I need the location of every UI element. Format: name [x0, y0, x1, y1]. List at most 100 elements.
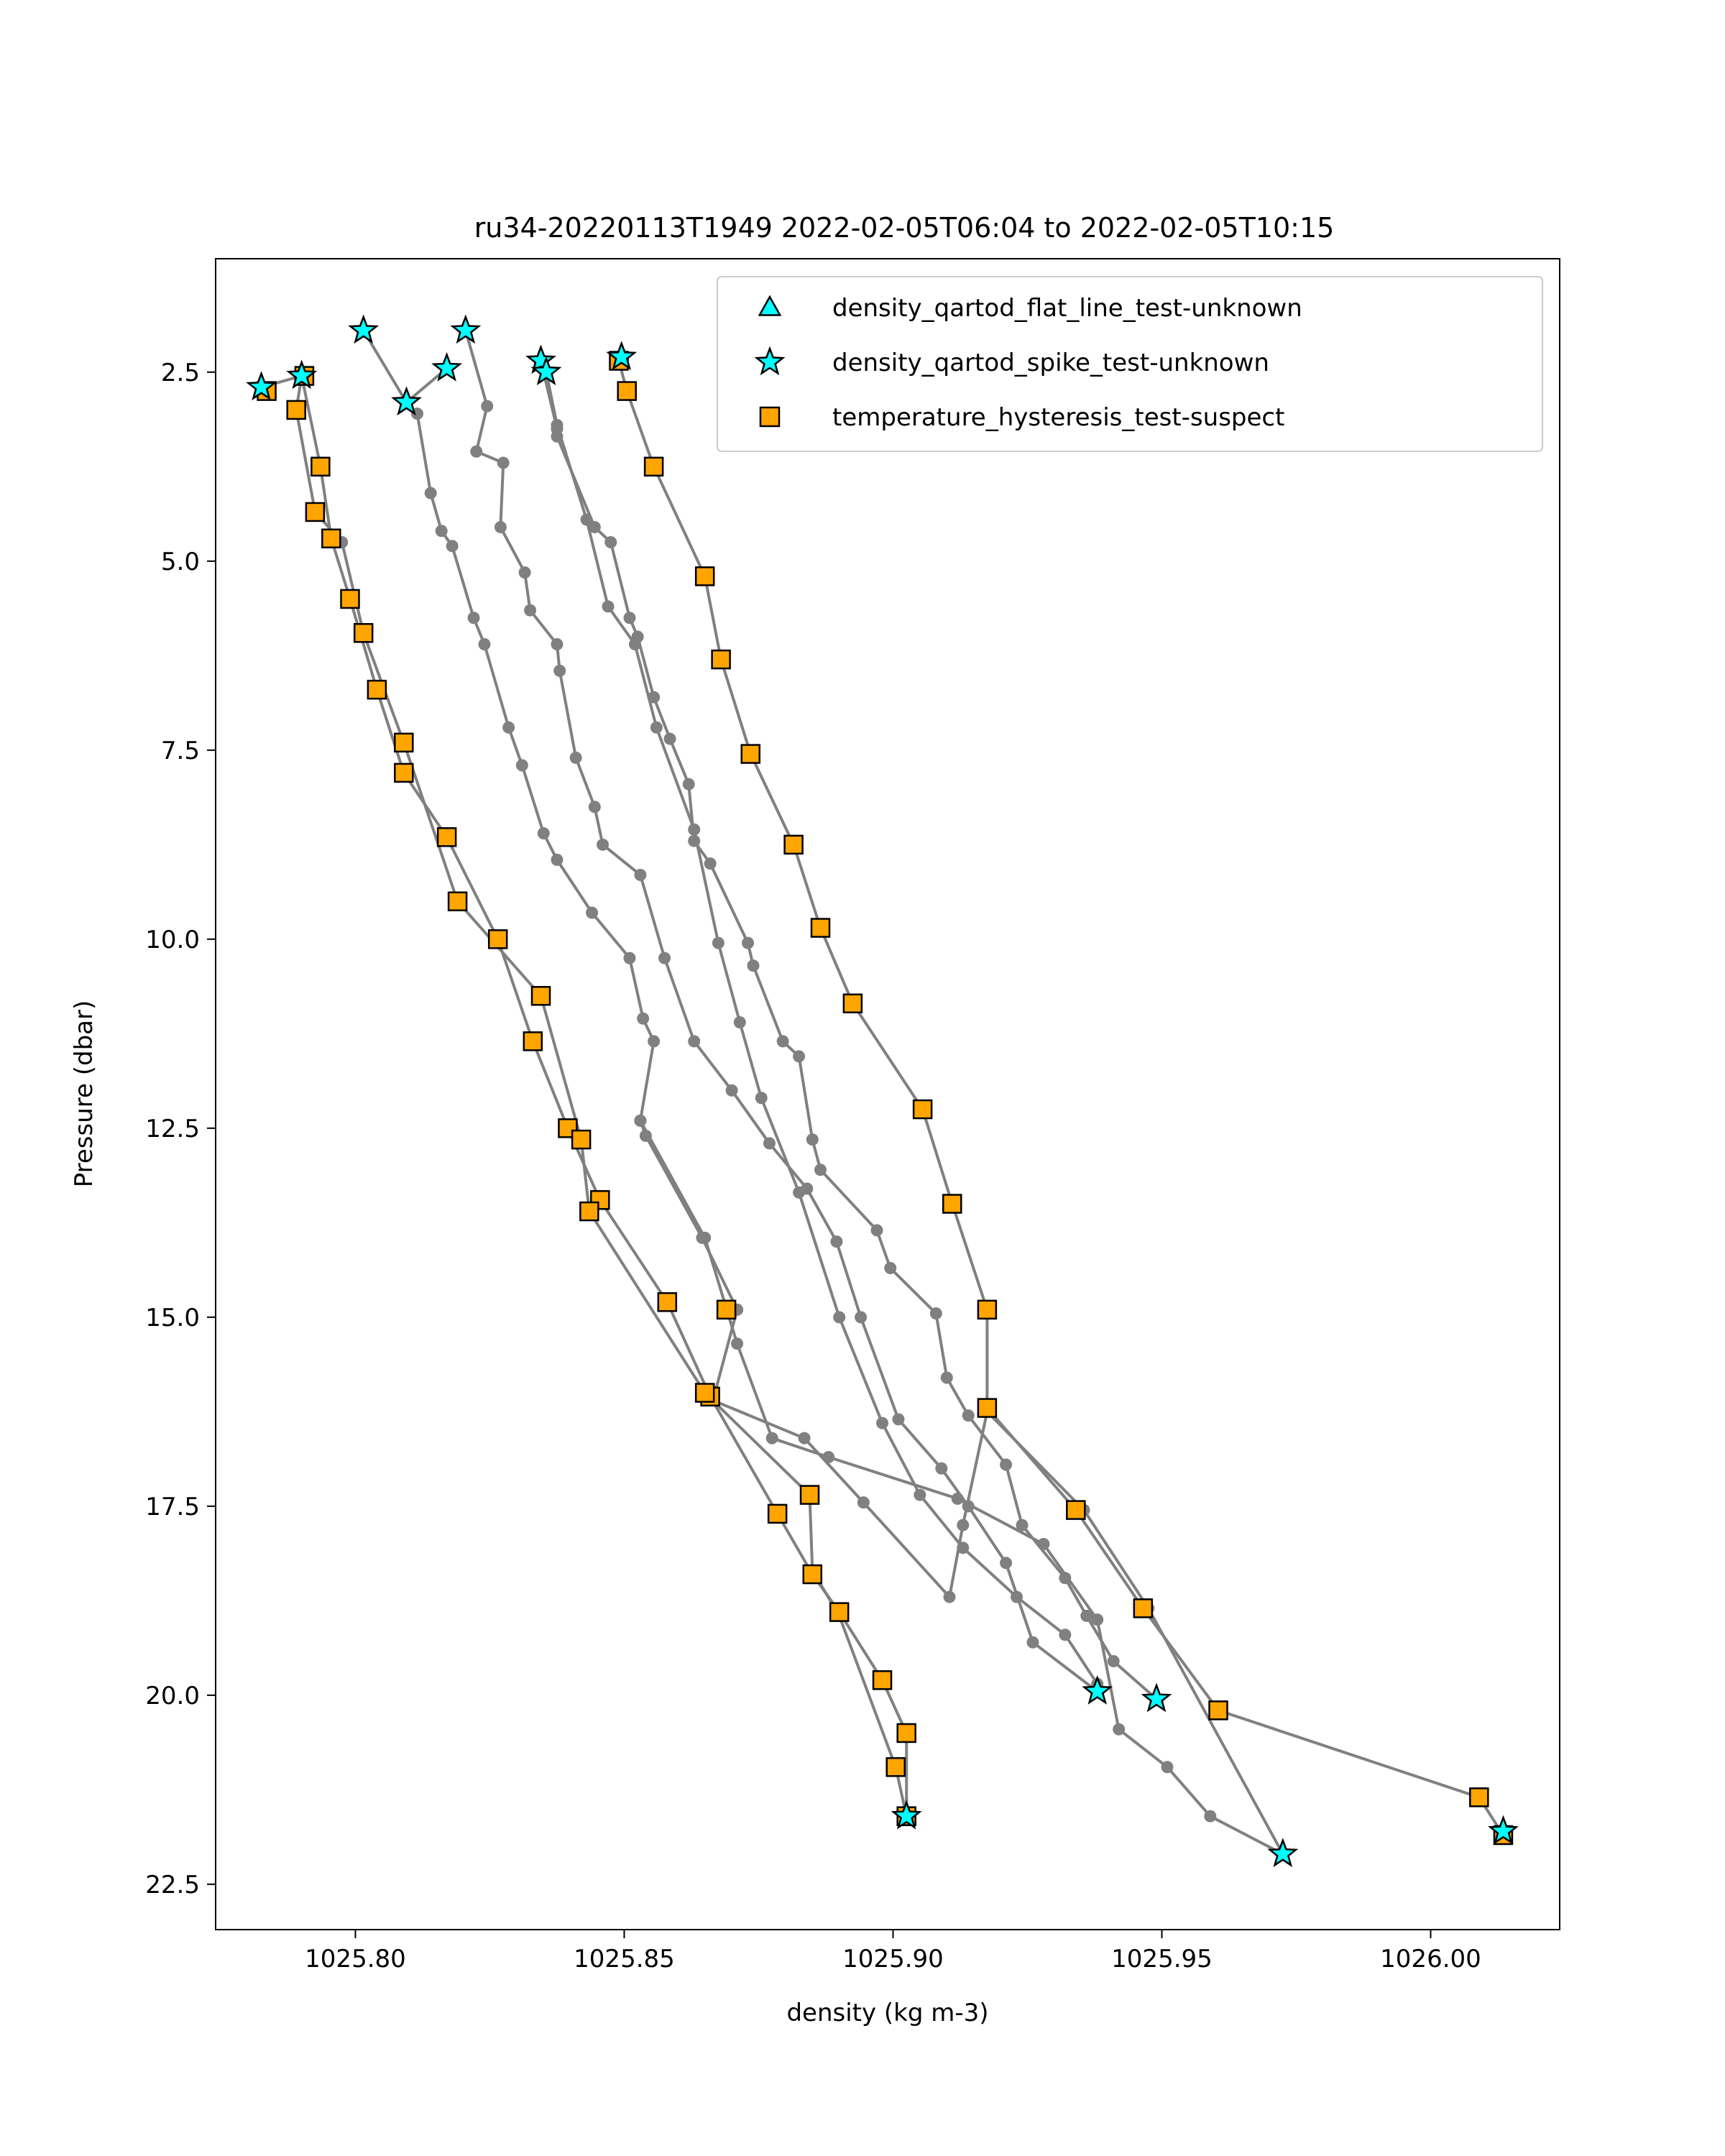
profile-point [1059, 1628, 1072, 1641]
profile-point [588, 520, 601, 533]
legend-frame [717, 276, 1543, 452]
y-tick-label: 2.5 [161, 359, 200, 387]
square-marker [487, 929, 508, 949]
profile-point [551, 638, 564, 651]
y-tick-label: 15.0 [145, 1304, 200, 1332]
profile-point [497, 456, 510, 469]
profile-point [682, 778, 695, 791]
y-tick-label: 17.5 [145, 1493, 200, 1521]
star-marker [891, 1800, 922, 1830]
x-axis: 1025.80 1025.85 1025.90 1025.95 1026.00 [305, 1930, 1481, 1973]
square-marker [310, 456, 331, 477]
profile-point [1011, 1590, 1024, 1603]
profile-line-7 [295, 375, 908, 1817]
profile-point [658, 952, 671, 964]
plot-frame [215, 258, 1560, 1930]
profile-point [699, 1231, 712, 1244]
profile-point [467, 612, 480, 625]
profile-line-10 [711, 1309, 1284, 1855]
profile-point [628, 638, 641, 651]
profile-point [494, 520, 507, 533]
profile-point [892, 1413, 905, 1426]
square-marker [530, 985, 551, 1006]
profile-point [793, 1186, 806, 1199]
square-marker [657, 1292, 678, 1312]
y-tick-label: 10.0 [145, 926, 200, 954]
star-marker [450, 314, 482, 344]
star-marker [1082, 1675, 1113, 1705]
profile-point [588, 801, 601, 814]
profile-point [569, 751, 582, 764]
star-marker [530, 356, 562, 386]
legend: density_qartod_flat_line_test-unknownden… [717, 276, 1543, 452]
square-marker [802, 1564, 823, 1585]
square-marker [740, 744, 761, 764]
square-marker [886, 1757, 906, 1777]
profile-point [776, 1035, 789, 1048]
profile-point [1000, 1557, 1013, 1570]
profile-point [830, 1235, 843, 1248]
profile-point [604, 536, 617, 549]
profile-point [623, 612, 636, 625]
y-tick-label: 20.0 [145, 1682, 200, 1710]
profile-point [962, 1409, 975, 1422]
profile-point [1107, 1655, 1120, 1668]
square-marker [436, 827, 457, 847]
square-marker [829, 1602, 850, 1622]
y-tick-label: 12.5 [145, 1115, 200, 1143]
square-marker [694, 1383, 715, 1403]
profile-point [586, 906, 599, 919]
square-marker [394, 732, 414, 753]
chart-title: ru34-20220113T1949 2022-02-05T06:04 to 2… [474, 212, 1335, 244]
profile-point [1000, 1458, 1013, 1471]
square-marker [1469, 1787, 1489, 1807]
profile-point [518, 566, 531, 579]
profile-point [940, 1371, 953, 1384]
square-marker [643, 456, 664, 477]
x-tick-label: 1026.00 [1380, 1945, 1481, 1973]
profiles-layer [255, 324, 1509, 1861]
square-marker [942, 1194, 962, 1214]
profile-point [1080, 1609, 1093, 1622]
profile-point [553, 664, 566, 677]
square-marker [353, 623, 374, 643]
square-marker [767, 1503, 788, 1524]
y-tick-label: 5.0 [161, 548, 200, 576]
profile-point [733, 1016, 746, 1029]
profile-point [731, 1337, 744, 1350]
profile-point [551, 853, 564, 866]
profile-point [806, 1133, 819, 1146]
profile-point [876, 1416, 889, 1429]
square-marker [447, 891, 468, 911]
profile-point [1161, 1761, 1174, 1774]
profile-point [537, 827, 550, 840]
profile-point [435, 525, 448, 538]
profile-point [634, 868, 647, 881]
x-tick-label: 1025.90 [842, 1945, 944, 1973]
star-marker [525, 344, 557, 374]
profile-point [424, 487, 437, 499]
x-tick-label: 1025.80 [305, 1945, 406, 1973]
profile-point [515, 759, 528, 772]
profile-point [650, 721, 663, 734]
profile-point [793, 1050, 806, 1063]
square-marker [590, 1190, 610, 1210]
profile-point [637, 1012, 650, 1025]
profile-point [470, 445, 483, 458]
profile-point [502, 721, 515, 734]
profile-point [870, 1224, 883, 1237]
legend-square-icon [759, 406, 781, 428]
profile-point [929, 1307, 942, 1320]
square-marker [783, 834, 804, 855]
star-marker [431, 351, 463, 382]
profile-point [478, 638, 491, 651]
profile-point [597, 838, 610, 851]
markers-layer [246, 314, 1519, 1868]
square-marker [810, 918, 831, 938]
square-marker [286, 400, 306, 420]
profile-point [957, 1519, 970, 1531]
square-marker [716, 1299, 737, 1320]
star-marker [348, 314, 380, 344]
profile-point [1016, 1519, 1029, 1531]
x-tick-label: 1025.85 [574, 1945, 675, 1973]
